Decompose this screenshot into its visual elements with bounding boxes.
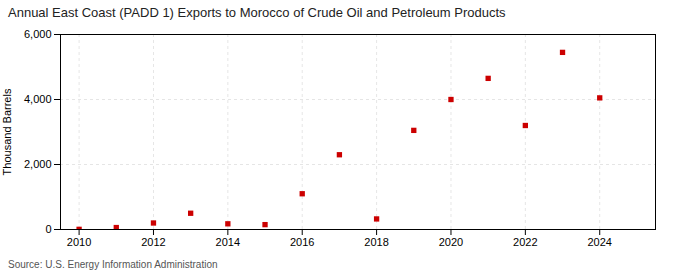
svg-text:2,000: 2,000	[24, 158, 52, 170]
svg-text:6,000: 6,000	[24, 28, 52, 40]
html-text:Annual East Coast (PADD 1) Exp: Annual East Coast (PADD 1) Exports to Mo…	[8, 5, 506, 20]
svg-text:2010: 2010	[67, 236, 91, 248]
svg-text:2024: 2024	[587, 236, 611, 248]
svg-text:2014: 2014	[216, 236, 240, 248]
svg-text:2012: 2012	[141, 236, 165, 248]
svg-text:2016: 2016	[290, 236, 314, 248]
svg-text:0: 0	[45, 223, 51, 235]
svg-text:2020: 2020	[439, 236, 463, 248]
html-text:Source: U.S. Energy Informatio: Source: U.S. Energy Information Administ…	[8, 259, 218, 270]
svg-text:Thousand Barrels: Thousand Barrels	[1, 88, 13, 175]
svg-text:2018: 2018	[364, 236, 388, 248]
svg-text:4,000: 4,000	[24, 93, 52, 105]
svg-text:2022: 2022	[513, 236, 537, 248]
